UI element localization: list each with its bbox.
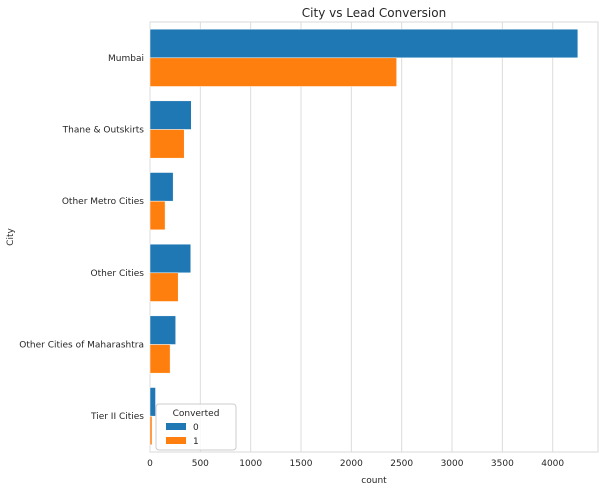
x-tick-label: 1000	[239, 459, 262, 469]
y-tick-label: Tier II Cities	[90, 412, 144, 422]
bar-series-1	[149, 344, 171, 374]
x-tick-label: 500	[192, 459, 209, 469]
legend: Converted 0 1	[155, 403, 237, 451]
x-axis-label: count	[361, 476, 387, 486]
y-tick-label: Mumbai	[108, 54, 144, 64]
y-tick-labels: Mumbai Thane & Outskirts Other Metro Citie…	[19, 54, 144, 422]
x-tick-label: 4000	[541, 459, 564, 469]
x-tick-label: 3000	[441, 459, 464, 469]
x-tick-label: 0	[147, 459, 153, 469]
bar-series-1	[149, 200, 166, 231]
bar-series-0	[149, 243, 192, 274]
gridlines	[149, 22, 554, 452]
plot-area	[149, 21, 599, 453]
y-tick-label: Other Cities of Maharashtra	[19, 341, 144, 351]
legend-swatch-0	[166, 423, 186, 430]
x-tick-label: 2000	[340, 459, 363, 469]
y-tick-label: Other Metro Cities	[62, 197, 144, 207]
bar-series-0	[149, 28, 579, 59]
legend-swatch-1	[166, 437, 186, 444]
bar-series-0	[149, 315, 176, 345]
legend-label-0: 0	[193, 423, 199, 433]
legend-title: Converted	[173, 409, 220, 419]
x-tick-label: 2500	[390, 459, 413, 469]
bars	[149, 28, 579, 446]
chart-title: City vs Lead Conversion	[302, 6, 446, 20]
bar-series-1	[149, 129, 185, 159]
y-tick-label: Thane & Outskirts	[62, 126, 145, 136]
bar-series-1	[149, 415, 153, 446]
bar-series-1	[149, 272, 179, 302]
bar-series-0	[149, 172, 174, 202]
y-axis-label: City	[6, 228, 16, 246]
bar-series-0	[149, 100, 192, 130]
legend-label-1: 1	[193, 437, 199, 447]
x-tick-labels: 0 500 1000 1500 2000 2500 3000 3500 4000	[147, 459, 564, 469]
bar-series-0	[149, 387, 156, 417]
bar-series-1	[149, 57, 397, 87]
x-tick-label: 3500	[491, 459, 514, 469]
y-tick-label: Other Cities	[91, 269, 145, 279]
x-tick-label: 1500	[290, 459, 313, 469]
